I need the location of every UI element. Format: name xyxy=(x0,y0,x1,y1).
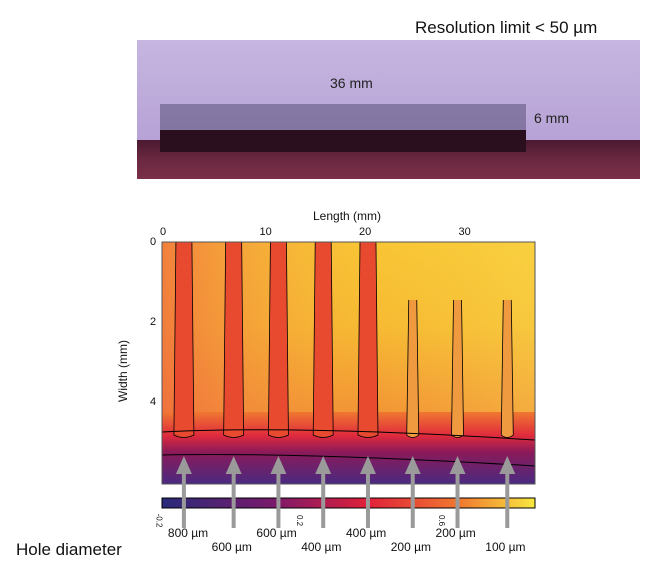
hole-arrow xyxy=(175,456,192,528)
hole-arrow xyxy=(449,456,466,528)
hole-arrow xyxy=(225,456,242,528)
hole-arrow xyxy=(404,456,421,528)
heatmap-overlay xyxy=(162,242,535,412)
x-axis-label: Length (mm) xyxy=(313,209,382,223)
colorbar-tick-label: -0.2 xyxy=(154,513,164,528)
hole-diameter-label: Hole diameter xyxy=(16,540,122,559)
hole-streak xyxy=(357,241,379,438)
hole-size-label: 800 µm xyxy=(167,526,209,540)
colorbar-tick-label: 0.2 xyxy=(295,514,305,527)
colorbar xyxy=(161,497,536,509)
hole-size-label: 600 µm xyxy=(211,540,252,554)
hole-size-label: 400 µm xyxy=(301,540,342,554)
contour-line xyxy=(161,453,536,467)
y-tick-label: 4 xyxy=(150,396,157,408)
hole-streak xyxy=(312,241,334,438)
hole-streak xyxy=(173,241,195,438)
hole-streak xyxy=(500,299,514,438)
hole-arrow xyxy=(359,456,376,528)
sample-dark-region xyxy=(160,130,526,152)
hole-arrow xyxy=(499,456,516,528)
contour-line xyxy=(161,429,536,441)
hole-streak xyxy=(451,299,464,438)
x-tick-label: 30 xyxy=(458,226,471,238)
plot-frame xyxy=(161,241,536,485)
x-tick-label: 10 xyxy=(259,226,272,238)
hole-arrow xyxy=(270,456,287,528)
x-tick-label: 0 xyxy=(160,226,167,238)
y-tick-label: 2 xyxy=(150,316,157,328)
hole-streak xyxy=(406,299,420,438)
hole-arrow xyxy=(315,456,332,528)
hole-streak xyxy=(268,241,289,438)
hole-size-label: 100 µm xyxy=(485,540,526,554)
colorbar-tick-label: 0.6 xyxy=(437,514,447,527)
hole-size-label: 200 µm xyxy=(390,540,432,554)
hole-size-label: 600 µm xyxy=(256,526,297,540)
hole-size-label: 400 µm xyxy=(345,526,387,540)
x-tick-label: 20 xyxy=(359,226,372,238)
resolution-note: Resolution limit < 50 µm xyxy=(415,18,598,37)
y-tick-label: 0 xyxy=(150,236,157,248)
hole-streak xyxy=(223,241,245,438)
hole-size-label: 200 µm xyxy=(435,526,476,540)
width-dimension-label: 6 mm xyxy=(534,110,569,126)
length-dimension-label: 36 mm xyxy=(330,75,373,91)
